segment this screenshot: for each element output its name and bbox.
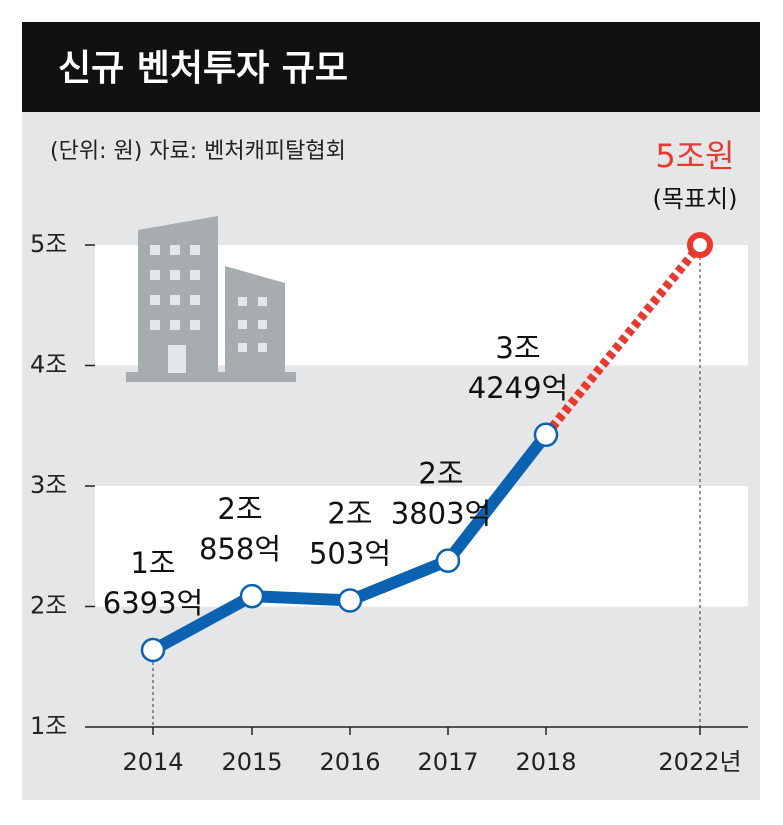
target-annotation: (목표치) xyxy=(653,185,738,213)
point xyxy=(140,637,166,663)
building-windows xyxy=(150,245,267,373)
value-label-line: 503억 xyxy=(309,536,391,570)
background xyxy=(22,22,760,800)
y-tick-label: 5조 xyxy=(30,230,67,258)
chart-title: 신규 벤처투자 규모 xyxy=(58,48,348,89)
band xyxy=(95,486,748,607)
value-label: 2조 858억 xyxy=(199,492,281,566)
x-tick-label: 2015 xyxy=(221,748,282,776)
value-label-line: 2조 xyxy=(217,492,262,526)
target-label: 5조원 xyxy=(655,137,734,175)
value-label: 2조 3803억 xyxy=(391,457,491,531)
value-label: 3조 4249억 xyxy=(468,331,568,405)
title-bar xyxy=(22,22,760,112)
marks: 1조 6393억 2조 858억 2조 503억 2조 3803억 3조 4249억 5조원 (목표치… xyxy=(103,137,738,727)
value-label-line: 858억 xyxy=(199,532,281,566)
value-label: 1조 6393억 xyxy=(103,546,203,620)
value-label-line: 1조 xyxy=(130,546,175,580)
y-tick-label: 3조 xyxy=(30,471,67,499)
x-tick-label: 2017 xyxy=(417,748,478,776)
value-label-line: 2조 xyxy=(327,496,372,530)
x-tick-label: 2016 xyxy=(319,748,380,776)
chart-subtitle: (단위: 원) 자료: 벤처캐피탈협회 xyxy=(50,139,346,164)
point xyxy=(687,232,713,258)
y-tick-label: 1조 xyxy=(30,712,67,740)
value-label-line: 3803억 xyxy=(391,497,491,531)
x-tick-label: 2014 xyxy=(122,748,183,776)
series-line xyxy=(542,242,704,438)
point xyxy=(239,583,265,609)
point xyxy=(533,422,559,448)
value-label-line: 2조 xyxy=(418,457,463,491)
value-label-line: 4249억 xyxy=(468,371,568,405)
point xyxy=(337,588,363,613)
value-label: 2조 503억 xyxy=(309,496,391,570)
x-tick-label: 2022년 xyxy=(658,748,741,776)
value-label-line: 6393억 xyxy=(103,586,203,620)
point xyxy=(435,548,461,573)
x-tick-label: 2018 xyxy=(515,748,576,776)
y-tick-label: 4조 xyxy=(30,351,67,379)
value-label-line: 3조 xyxy=(495,331,540,365)
y-tick-label: 2조 xyxy=(30,592,67,620)
